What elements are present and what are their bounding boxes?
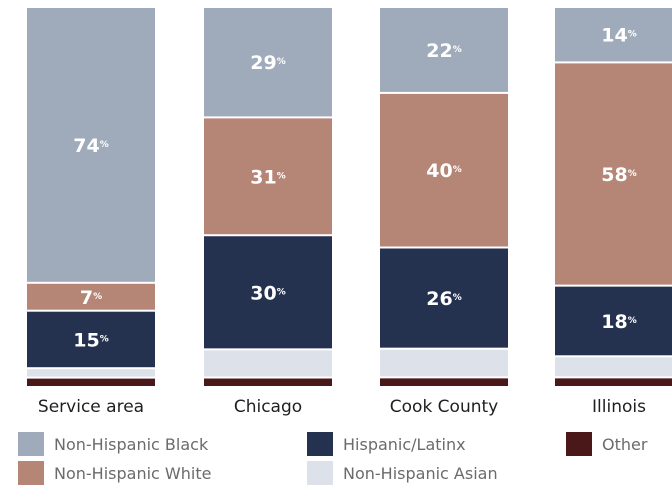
legend-swatch-non-hispanic-white [18, 461, 44, 485]
bar-illinois-non-hispanic-asian [555, 357, 672, 377]
bar-cook-county-non-hispanic-white [380, 93, 508, 247]
legend-label-non-hispanic-black: Non-Hispanic Black [54, 435, 209, 454]
bar-cook-county-non-hispanic-black [380, 8, 508, 92]
bar-cook-county-other [380, 378, 508, 386]
legend-label-non-hispanic-asian: Non-Hispanic Asian [343, 464, 498, 483]
category-label-cook-county: Cook County [390, 397, 498, 417]
bar-service-area-other [27, 378, 155, 386]
bar-service-area-non-hispanic-black [27, 8, 155, 282]
legend-swatch-other [566, 432, 592, 456]
bar-cook-county-non-hispanic-asian [380, 349, 508, 377]
bar-service-area-non-hispanic-asian [27, 369, 155, 377]
bar-chicago-non-hispanic-black [204, 8, 332, 117]
legend-label-other: Other [602, 435, 648, 454]
bar-chicago-hispanic-latinx [204, 236, 332, 349]
bar-chicago-non-hispanic-white [204, 118, 332, 235]
legend-label-non-hispanic-white: Non-Hispanic White [54, 464, 211, 483]
category-label-service-area: Service area [38, 397, 144, 417]
legend-label-hispanic-latinx: Hispanic/Latinx [343, 435, 466, 454]
bar-cook-county-hispanic-latinx [380, 248, 508, 348]
bar-illinois-hispanic-latinx [555, 286, 672, 356]
legend-swatch-non-hispanic-asian [307, 461, 333, 485]
bar-chicago-non-hispanic-asian [204, 350, 332, 377]
bar-service-area-non-hispanic-white [27, 283, 155, 310]
legend-swatch-non-hispanic-black [18, 432, 44, 456]
bar-illinois-non-hispanic-white [555, 63, 672, 285]
bar-chicago-other [204, 378, 332, 386]
bar-illinois-non-hispanic-black [555, 8, 672, 62]
category-label-illinois: Illinois [592, 397, 646, 417]
category-label-chicago: Chicago [234, 397, 302, 417]
legend-swatch-hispanic-latinx [307, 432, 333, 456]
bar-illinois-other [555, 378, 672, 386]
bar-service-area-hispanic-latinx [27, 311, 155, 368]
